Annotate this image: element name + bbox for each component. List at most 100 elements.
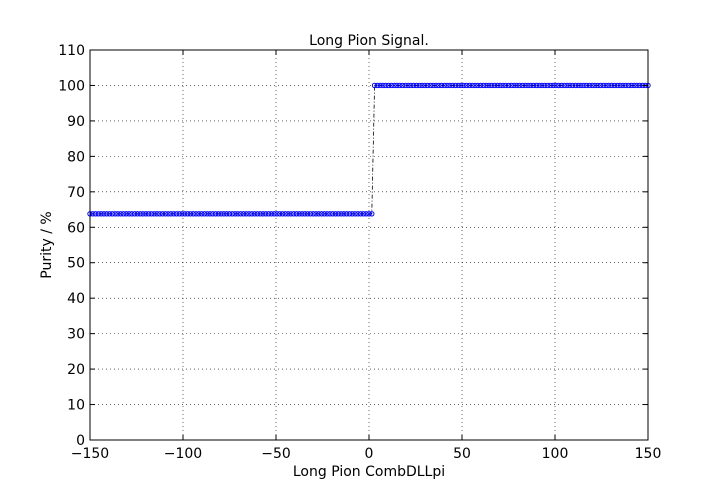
y-tick-label: 20 bbox=[67, 362, 85, 378]
data-point bbox=[159, 211, 166, 217]
data-point bbox=[609, 82, 615, 89]
data-point bbox=[332, 211, 339, 217]
data-point bbox=[279, 211, 286, 217]
data-point bbox=[542, 82, 548, 89]
y-tick-label: 60 bbox=[67, 220, 85, 236]
data-point bbox=[550, 82, 556, 89]
data-point bbox=[553, 82, 559, 89]
data-point bbox=[330, 211, 336, 217]
data-point bbox=[346, 211, 353, 217]
data-point bbox=[357, 211, 364, 217]
data-point bbox=[592, 82, 598, 89]
y-tick-label: 0 bbox=[76, 433, 85, 449]
data-point bbox=[196, 211, 202, 217]
data-point bbox=[606, 82, 612, 89]
data-point bbox=[343, 211, 350, 217]
data-point bbox=[173, 211, 180, 217]
data-point bbox=[237, 211, 244, 217]
data-point bbox=[249, 211, 255, 217]
data-point bbox=[123, 211, 129, 217]
y-tick-labels: 0 10 20 30 40 50 60 70 80 90 100 110 bbox=[58, 43, 85, 449]
data-point bbox=[458, 82, 464, 89]
x-tick-label: −150 bbox=[71, 446, 109, 462]
data-point bbox=[204, 211, 210, 217]
data-point bbox=[310, 211, 316, 217]
data-point bbox=[95, 211, 102, 217]
series-markers bbox=[87, 82, 651, 217]
data-point bbox=[290, 211, 297, 217]
data-point bbox=[575, 82, 581, 89]
data-point bbox=[171, 211, 177, 217]
data-point bbox=[595, 82, 601, 89]
data-point bbox=[511, 82, 517, 89]
data-point bbox=[402, 82, 408, 89]
data-point bbox=[182, 211, 188, 217]
data-point bbox=[143, 211, 149, 217]
x-tick-label: 0 bbox=[365, 446, 374, 462]
data-point bbox=[145, 211, 152, 217]
data-point bbox=[533, 82, 540, 89]
data-point bbox=[396, 82, 403, 89]
data-point bbox=[338, 211, 344, 217]
data-point bbox=[508, 82, 514, 89]
data-point bbox=[422, 82, 428, 89]
y-tick-label: 110 bbox=[58, 43, 85, 59]
data-point bbox=[218, 211, 224, 217]
y-tick-label: 90 bbox=[67, 114, 85, 130]
x-tick-label: 100 bbox=[542, 446, 569, 462]
data-point bbox=[430, 82, 436, 89]
data-point bbox=[232, 211, 238, 217]
data-point bbox=[246, 211, 252, 217]
data-point bbox=[494, 82, 501, 89]
data-point bbox=[452, 82, 459, 89]
data-point bbox=[469, 82, 475, 89]
data-point bbox=[109, 211, 116, 217]
data-point bbox=[466, 82, 473, 89]
y-tick-label: 80 bbox=[67, 149, 85, 165]
data-point bbox=[547, 82, 554, 89]
data-point bbox=[307, 211, 314, 217]
data-point bbox=[324, 211, 330, 217]
data-point bbox=[254, 211, 261, 217]
data-point bbox=[151, 211, 157, 217]
data-point bbox=[207, 211, 213, 217]
data-point bbox=[165, 211, 171, 217]
data-point bbox=[190, 211, 196, 217]
y-tick-label: 40 bbox=[67, 291, 85, 307]
data-point bbox=[522, 82, 528, 89]
data-point bbox=[327, 211, 333, 217]
data-point bbox=[388, 82, 395, 89]
data-point bbox=[636, 82, 643, 89]
data-point bbox=[212, 211, 219, 217]
data-point bbox=[318, 211, 325, 217]
data-point bbox=[92, 211, 99, 217]
data-point bbox=[366, 211, 372, 217]
x-axis-label: Long Pion CombDLLpi bbox=[293, 464, 445, 480]
data-point bbox=[631, 82, 637, 89]
data-point bbox=[614, 82, 621, 89]
data-point bbox=[447, 82, 453, 89]
data-point bbox=[349, 211, 355, 217]
data-point bbox=[184, 211, 191, 217]
data-point bbox=[321, 211, 328, 217]
data-point bbox=[564, 82, 570, 89]
y-tick-label: 30 bbox=[67, 327, 85, 343]
data-point bbox=[433, 82, 439, 89]
data-point bbox=[569, 82, 576, 89]
data-point bbox=[505, 82, 512, 89]
data-point bbox=[316, 211, 322, 217]
data-point bbox=[282, 211, 288, 217]
data-point bbox=[263, 211, 269, 217]
data-point bbox=[617, 82, 623, 89]
data-point bbox=[461, 82, 467, 89]
data-point bbox=[229, 211, 235, 217]
data-point bbox=[567, 82, 573, 89]
data-point bbox=[477, 82, 484, 89]
data-point bbox=[383, 82, 389, 89]
data-point bbox=[341, 211, 347, 217]
data-point bbox=[374, 82, 381, 89]
data-point bbox=[243, 211, 249, 217]
data-point bbox=[148, 211, 155, 217]
x-tick-label: −100 bbox=[164, 446, 202, 462]
y-axis-label: Purity / % bbox=[39, 211, 55, 278]
